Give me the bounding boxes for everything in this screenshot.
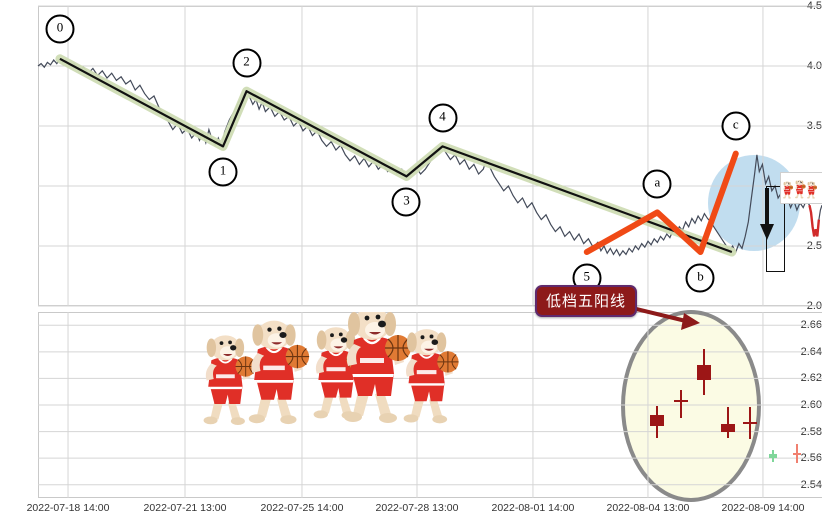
mascot-dogs-row: [202, 312, 464, 452]
candlestick: [742, 406, 757, 439]
wave-marker-3: 3: [391, 187, 421, 217]
y-tick-label: 2.58: [800, 425, 822, 438]
highlight-box: [766, 186, 785, 272]
candle-body: [720, 423, 735, 432]
wave-marker-4: 4: [428, 103, 458, 133]
dog-basketball-mascot-icon: [203, 335, 256, 426]
x-tick-label: 2022-08-04 13:00: [606, 502, 690, 514]
candlestick: [650, 406, 665, 438]
price-panel: [38, 6, 822, 306]
candle-wick: [726, 406, 729, 438]
candle-body: [697, 365, 712, 381]
wave-marker-b: b: [685, 263, 715, 293]
emphasis-ellipse: [621, 310, 761, 502]
x-tick-label: 2022-07-21 13:00: [143, 502, 227, 514]
y-tick-label: 2.60: [800, 399, 822, 411]
candle-body: [769, 454, 778, 459]
y-tick-label: 2.54: [800, 478, 822, 491]
y-tick-label: 2.62: [800, 372, 822, 385]
candlestick: [720, 406, 735, 438]
y-tick-label: 2.5: [806, 240, 822, 252]
candlestick: [769, 450, 778, 463]
candlestick: [697, 349, 712, 396]
dog-basketball-mascot-icon: [806, 181, 818, 199]
y-tick-label: 4.5: [806, 0, 822, 12]
wave-marker-0: 0: [45, 14, 75, 44]
y-tick-label: 2.0: [806, 300, 822, 312]
dog-basketball-mascot-icon: [782, 180, 818, 199]
dog-basketball-mascot-icon: [403, 329, 459, 424]
x-tick-label: 2022-07-18 14:00: [26, 502, 110, 514]
callout-label: 低档五阳线: [535, 285, 638, 317]
candle-wick: [679, 390, 682, 419]
dog-basketball-mascot-group-icon: [203, 312, 459, 426]
wave-marker-a: a: [642, 169, 672, 199]
candlestick: [673, 390, 688, 419]
candle-body: [742, 422, 757, 425]
y-tick-label: 2.64: [800, 345, 822, 358]
candle-body: [792, 452, 801, 456]
candle-body: [673, 400, 688, 403]
dog-basketball-mascot-icon: [782, 181, 794, 199]
x-tick-label: 2022-07-28 13:00: [375, 502, 459, 514]
y-tick-label: 3.5: [806, 120, 822, 132]
dog-basketball-mascot-icon: [248, 320, 310, 425]
candlestick: [792, 443, 801, 464]
candle-body: [650, 414, 665, 427]
x-tick-label: 2022-07-25 14:00: [260, 502, 344, 514]
y-tick-label: 2.66: [800, 319, 822, 332]
x-tick-label: 2022-08-09 14:00: [721, 502, 805, 514]
wave-marker-2: 2: [232, 48, 262, 78]
y-tick-label: 4.0: [806, 60, 822, 72]
wave-marker-c: c: [721, 111, 751, 141]
dog-basketball-mascot-icon: [794, 180, 806, 199]
mascot-card-small: [780, 172, 822, 204]
wave-marker-1: 1: [208, 157, 238, 187]
x-tick-label: 2022-08-01 14:00: [491, 502, 575, 514]
dog-basketball-mascot-icon: [344, 312, 411, 423]
